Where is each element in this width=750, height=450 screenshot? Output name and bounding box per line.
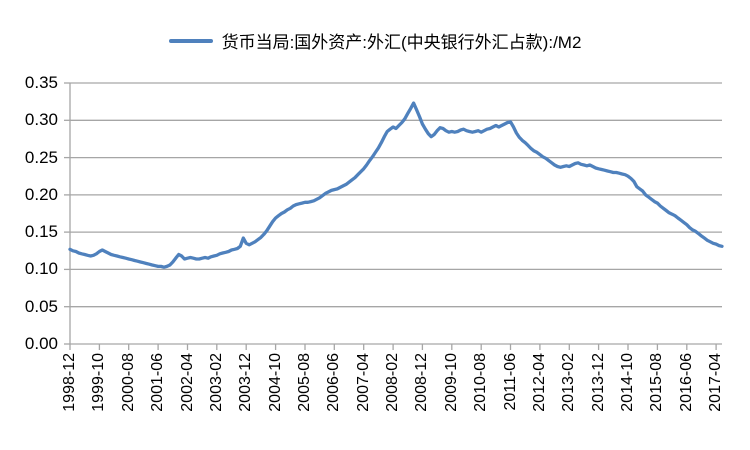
x-axis-tick-label: 2009-10 bbox=[442, 353, 460, 412]
x-axis-tick-label: 2003-12 bbox=[237, 353, 255, 412]
x-axis-tick-label: 2004-10 bbox=[266, 353, 284, 412]
x-axis-tick-label: 2015-08 bbox=[648, 353, 666, 412]
y-axis-tick-label: 0.10 bbox=[24, 259, 58, 279]
y-axis-tick-label: 0.15 bbox=[24, 222, 58, 242]
chart-legend: 货币当局:国外资产:外汇(中央银行外汇占款):/M2 bbox=[0, 28, 750, 53]
x-axis-tick-label: 2013-12 bbox=[589, 353, 607, 412]
x-axis-tick-label: 2001-06 bbox=[149, 353, 167, 412]
y-axis-tick-label: 0.00 bbox=[24, 334, 58, 353]
x-axis-tick-label: 2012-04 bbox=[530, 353, 548, 412]
y-axis-tick-label: 0.35 bbox=[24, 73, 58, 92]
y-axis-tick-label: 0.20 bbox=[24, 184, 58, 204]
y-axis-tick-label: 0.25 bbox=[24, 147, 58, 167]
legend-line-sample-icon bbox=[168, 38, 213, 43]
x-axis-tick-label: 2016-06 bbox=[677, 353, 695, 412]
x-axis-tick-label: 2003-02 bbox=[207, 353, 225, 412]
data-series-line bbox=[68, 101, 724, 269]
x-axis-tick-label: 2013-02 bbox=[560, 353, 578, 412]
x-axis-tick-label: 2014-10 bbox=[619, 353, 636, 412]
x-axis-tick-label: 2007-04 bbox=[354, 353, 372, 412]
x-axis-tick-label: 2011-06 bbox=[501, 353, 519, 411]
x-axis-tick-label: 1999-10 bbox=[90, 353, 108, 412]
x-axis-tick-label: 2005-08 bbox=[296, 353, 313, 412]
x-axis-tick-label: 2017-04 bbox=[707, 353, 725, 412]
legend-series-label: 货币当局:国外资产:外汇(中央银行外汇占款):/M2 bbox=[221, 33, 582, 52]
x-axis-tick-label: 2008-02 bbox=[384, 353, 402, 412]
x-axis-tick-label: 2000-08 bbox=[119, 353, 137, 412]
y-axis-tick-label: 0.05 bbox=[24, 296, 58, 316]
x-axis-tick-label: 2002-04 bbox=[178, 353, 196, 412]
x-axis-tick-label: 1998-12 bbox=[61, 353, 78, 412]
y-axis-tick-label: 0.30 bbox=[24, 110, 58, 130]
x-axis-tick-label: 2008-12 bbox=[413, 353, 431, 412]
x-axis-tick-label: 2010-08 bbox=[472, 353, 490, 412]
x-axis-tick-label: 2006-06 bbox=[325, 353, 343, 412]
